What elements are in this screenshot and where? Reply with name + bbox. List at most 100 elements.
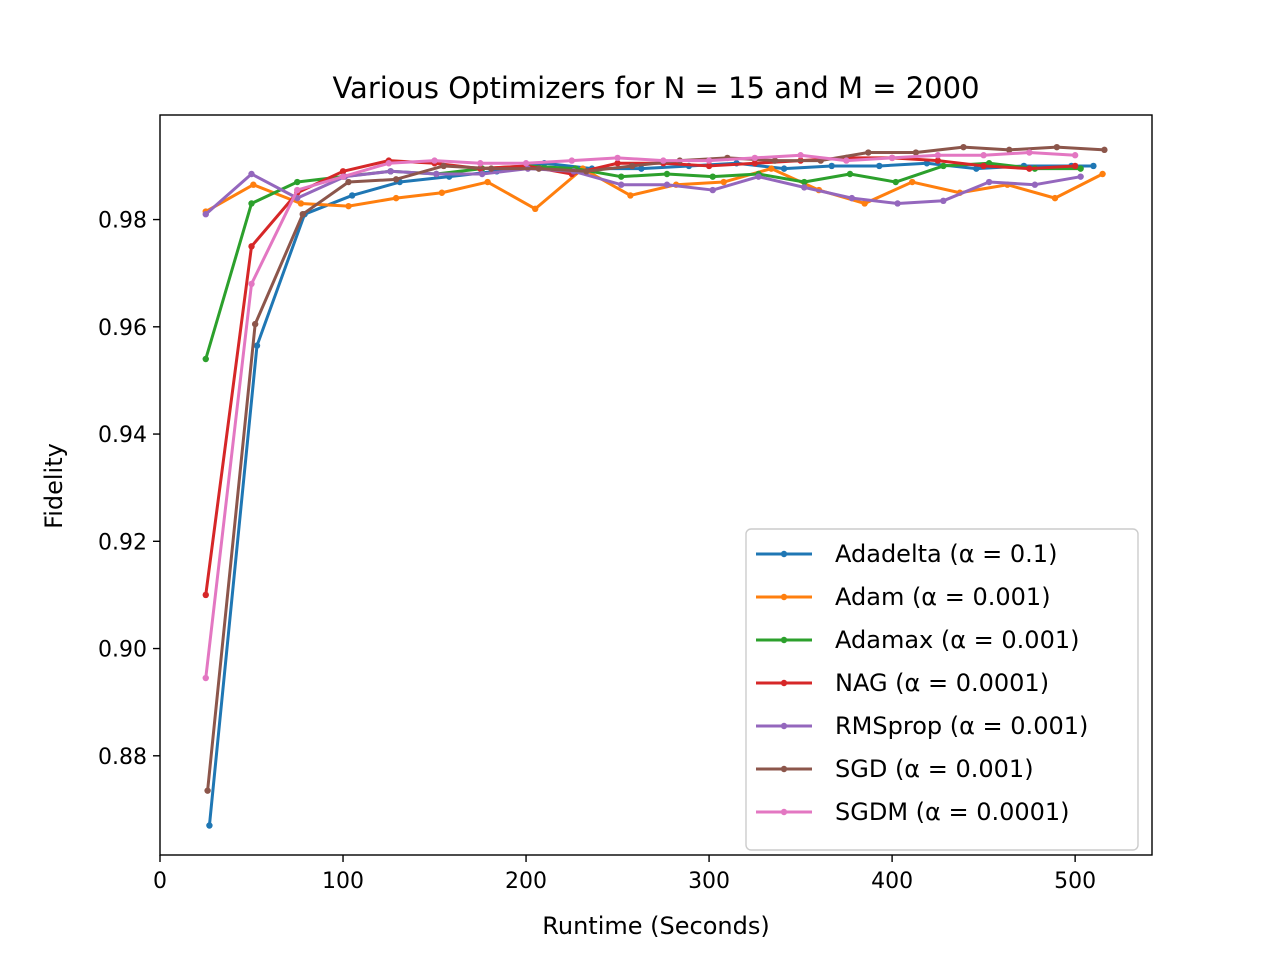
- data-point: [973, 165, 980, 172]
- data-point: [1051, 194, 1059, 202]
- data-point: [1077, 173, 1084, 180]
- data-point: [828, 162, 835, 170]
- series-line: [207, 161, 1094, 826]
- data-point: [532, 205, 539, 213]
- data-point: [248, 280, 255, 288]
- data-point: [618, 173, 625, 180]
- data-point: [202, 355, 209, 363]
- data-point: [202, 674, 209, 682]
- data-point: [1053, 143, 1061, 151]
- data-point: [660, 157, 667, 164]
- series-5: [204, 143, 1108, 794]
- data-point: [705, 157, 713, 164]
- y-axis-label: Fidelity: [40, 443, 68, 529]
- data-point: [614, 160, 621, 167]
- data-point: [1099, 170, 1106, 178]
- data-point: [709, 186, 716, 194]
- x-tick-label: 400: [871, 869, 913, 894]
- data-point: [843, 157, 850, 164]
- legend-label: SGD (α = 0.001): [835, 755, 1034, 783]
- x-tick-label: 200: [505, 869, 547, 894]
- data-point: [980, 152, 987, 159]
- data-point: [1031, 181, 1039, 188]
- data-point: [345, 202, 352, 210]
- legend-swatch-marker: [780, 722, 788, 730]
- legend-item-2: Adamax (α = 0.001): [756, 626, 1079, 654]
- data-point: [339, 173, 347, 180]
- data-point: [478, 170, 486, 178]
- series-layer: [202, 143, 1108, 829]
- data-point: [614, 154, 621, 162]
- data-point: [888, 154, 896, 162]
- data-point: [940, 162, 947, 170]
- data-point: [985, 178, 993, 186]
- data-point: [583, 168, 590, 175]
- data-point: [477, 160, 484, 167]
- data-point: [709, 173, 716, 180]
- data-point: [751, 160, 759, 167]
- legend-swatch-marker: [780, 765, 788, 773]
- legend-item-1: Adam (α = 0.001): [756, 583, 1051, 611]
- data-point: [392, 194, 400, 202]
- data-point: [1026, 165, 1033, 172]
- data-point: [980, 162, 987, 170]
- legend-label: SGDM (α = 0.0001): [835, 798, 1070, 826]
- data-point: [934, 152, 942, 159]
- data-point: [618, 181, 625, 188]
- x-tick-label: 100: [322, 869, 364, 894]
- y-tick-label: 0.96: [98, 316, 147, 341]
- data-point: [912, 149, 920, 156]
- data-point: [1071, 162, 1079, 170]
- data-point: [627, 192, 634, 199]
- data-point: [909, 178, 916, 186]
- data-point: [339, 168, 347, 175]
- data-point: [638, 165, 645, 172]
- data-point: [846, 170, 854, 178]
- data-point: [438, 189, 446, 196]
- data-point: [385, 160, 392, 167]
- data-point: [663, 170, 671, 178]
- legend-swatch-marker: [780, 679, 788, 687]
- series-6: [202, 149, 1079, 682]
- series-line: [204, 151, 1076, 679]
- legend-label: Adamax (α = 0.001): [835, 626, 1079, 654]
- data-point: [440, 162, 447, 170]
- data-point: [433, 170, 440, 178]
- data-point: [865, 149, 872, 156]
- data-point: [387, 168, 394, 175]
- x-tick-label: 500: [1054, 869, 1096, 894]
- data-point: [299, 211, 306, 218]
- data-point: [1090, 162, 1097, 170]
- data-point: [705, 162, 713, 170]
- data-point: [1071, 152, 1079, 159]
- legend-label: Adam (α = 0.001): [835, 583, 1051, 611]
- legend-swatch-marker: [780, 593, 788, 601]
- data-point: [294, 178, 301, 186]
- x-axis-label: Runtime (Seconds): [542, 912, 769, 940]
- data-point: [894, 200, 901, 207]
- series-line: [204, 167, 1081, 216]
- y-tick-label: 0.98: [98, 209, 147, 234]
- y-tick-label: 0.88: [98, 745, 147, 770]
- x-axis-ticks: 0 100 200 300 400 500: [153, 855, 1096, 894]
- chart-title: Various Optimizers for N = 15 and M = 20…: [332, 71, 979, 105]
- data-point: [663, 181, 671, 188]
- data-point: [801, 178, 808, 186]
- x-tick-label: 0: [153, 869, 167, 894]
- y-tick-label: 0.94: [98, 423, 147, 448]
- data-point: [934, 157, 942, 164]
- data-point: [940, 197, 947, 204]
- legend-frame: [745, 528, 1139, 851]
- x-tick-label: 300: [688, 869, 730, 894]
- data-point: [250, 181, 257, 188]
- data-point: [1006, 146, 1013, 154]
- data-point: [297, 200, 305, 207]
- data-point: [522, 160, 530, 167]
- data-point: [960, 143, 967, 151]
- data-point: [1026, 149, 1033, 156]
- legend-swatch-marker: [780, 550, 788, 558]
- data-point: [1101, 146, 1108, 154]
- data-point: [248, 243, 255, 250]
- data-point: [568, 157, 576, 164]
